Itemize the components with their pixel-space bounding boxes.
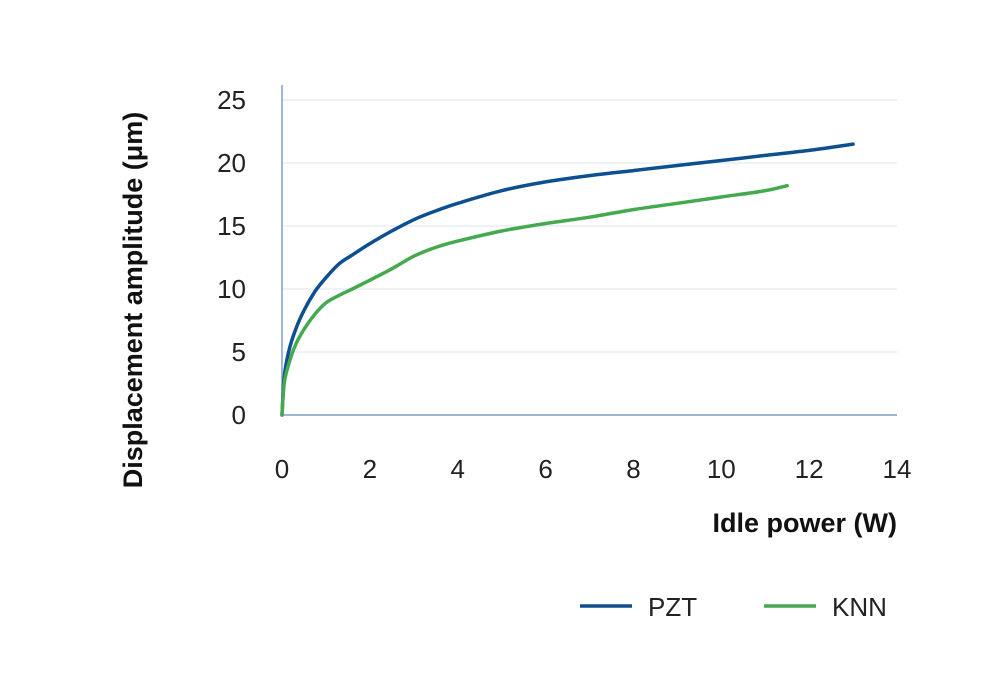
grid-lines	[282, 99, 897, 353]
x-tick-label: 2	[363, 454, 377, 484]
x-axis-title: Idle power (W)	[713, 508, 898, 538]
y-axis-title: Displacement amplitude (μm)	[118, 112, 148, 489]
x-tick-label: 0	[275, 454, 289, 484]
x-tick-label: 6	[538, 454, 552, 484]
y-tick-label: 15	[217, 211, 246, 241]
y-tick-label: 25	[217, 85, 246, 115]
x-tick-label: 12	[795, 454, 824, 484]
legend-label: KNN	[832, 592, 887, 622]
y-tick-label: 10	[217, 274, 246, 304]
legend-item-pzt: PZT	[580, 592, 697, 622]
series-line-knn	[280, 183, 789, 417]
y-tick-label: 5	[232, 337, 246, 367]
y-tick-label: 0	[232, 400, 246, 430]
legend: PZT KNN	[580, 592, 887, 622]
axes	[281, 85, 897, 416]
series-lines	[280, 142, 855, 417]
tick-labels: 0 5 10 15 20 25 0 2 4 6 8 10 12 14	[217, 85, 911, 484]
y-tick-label: 20	[217, 148, 246, 178]
x-tick-label: 10	[707, 454, 736, 484]
legend-item-knn: KNN	[764, 592, 887, 622]
legend-label: PZT	[648, 592, 697, 622]
x-tick-label: 8	[626, 454, 640, 484]
x-tick-label: 14	[883, 454, 912, 484]
x-tick-label: 4	[450, 454, 464, 484]
series-line-pzt	[280, 142, 855, 417]
